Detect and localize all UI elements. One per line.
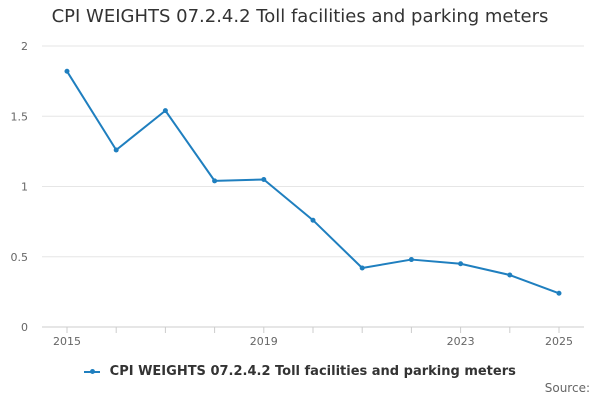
data-point <box>507 272 513 278</box>
x-tick-label: 2019 <box>250 335 278 348</box>
data-point <box>359 265 365 271</box>
grid-lines <box>42 45 584 258</box>
source-label: Source: <box>544 381 590 395</box>
x-tick-label: 2025 <box>545 335 573 348</box>
legend-label: CPI WEIGHTS 07.2.4.2 Toll facilities and… <box>109 364 516 379</box>
data-point <box>261 176 267 182</box>
y-tick-label: 0.5 <box>11 251 29 264</box>
y-tick-label: 1.5 <box>11 110 29 123</box>
series-group <box>64 68 562 296</box>
data-point <box>212 178 218 184</box>
x-tick-label: 2015 <box>53 335 81 348</box>
data-point <box>64 68 70 74</box>
x-tick-label: 2023 <box>447 335 475 348</box>
y-axis-ticks: 0 0.5 1 1.5 2 <box>11 40 29 334</box>
data-point <box>113 147 119 153</box>
y-tick-label: 1 <box>21 181 28 194</box>
legend-marker-icon <box>84 367 101 377</box>
x-axis: 2015 2019 2023 2025 <box>42 326 584 348</box>
chart-title: CPI WEIGHTS 07.2.4.2 Toll facilities and… <box>51 6 549 27</box>
data-point <box>310 217 316 223</box>
series-line-0 <box>66 70 560 295</box>
data-point <box>162 108 168 114</box>
data-point <box>556 290 562 296</box>
legend[interactable]: CPI WEIGHTS 07.2.4.2 Toll facilities and… <box>0 364 600 379</box>
y-tick-label: 2 <box>21 40 28 53</box>
y-tick-label: 0 <box>21 321 28 334</box>
data-point <box>408 257 414 263</box>
data-point <box>458 261 464 267</box>
